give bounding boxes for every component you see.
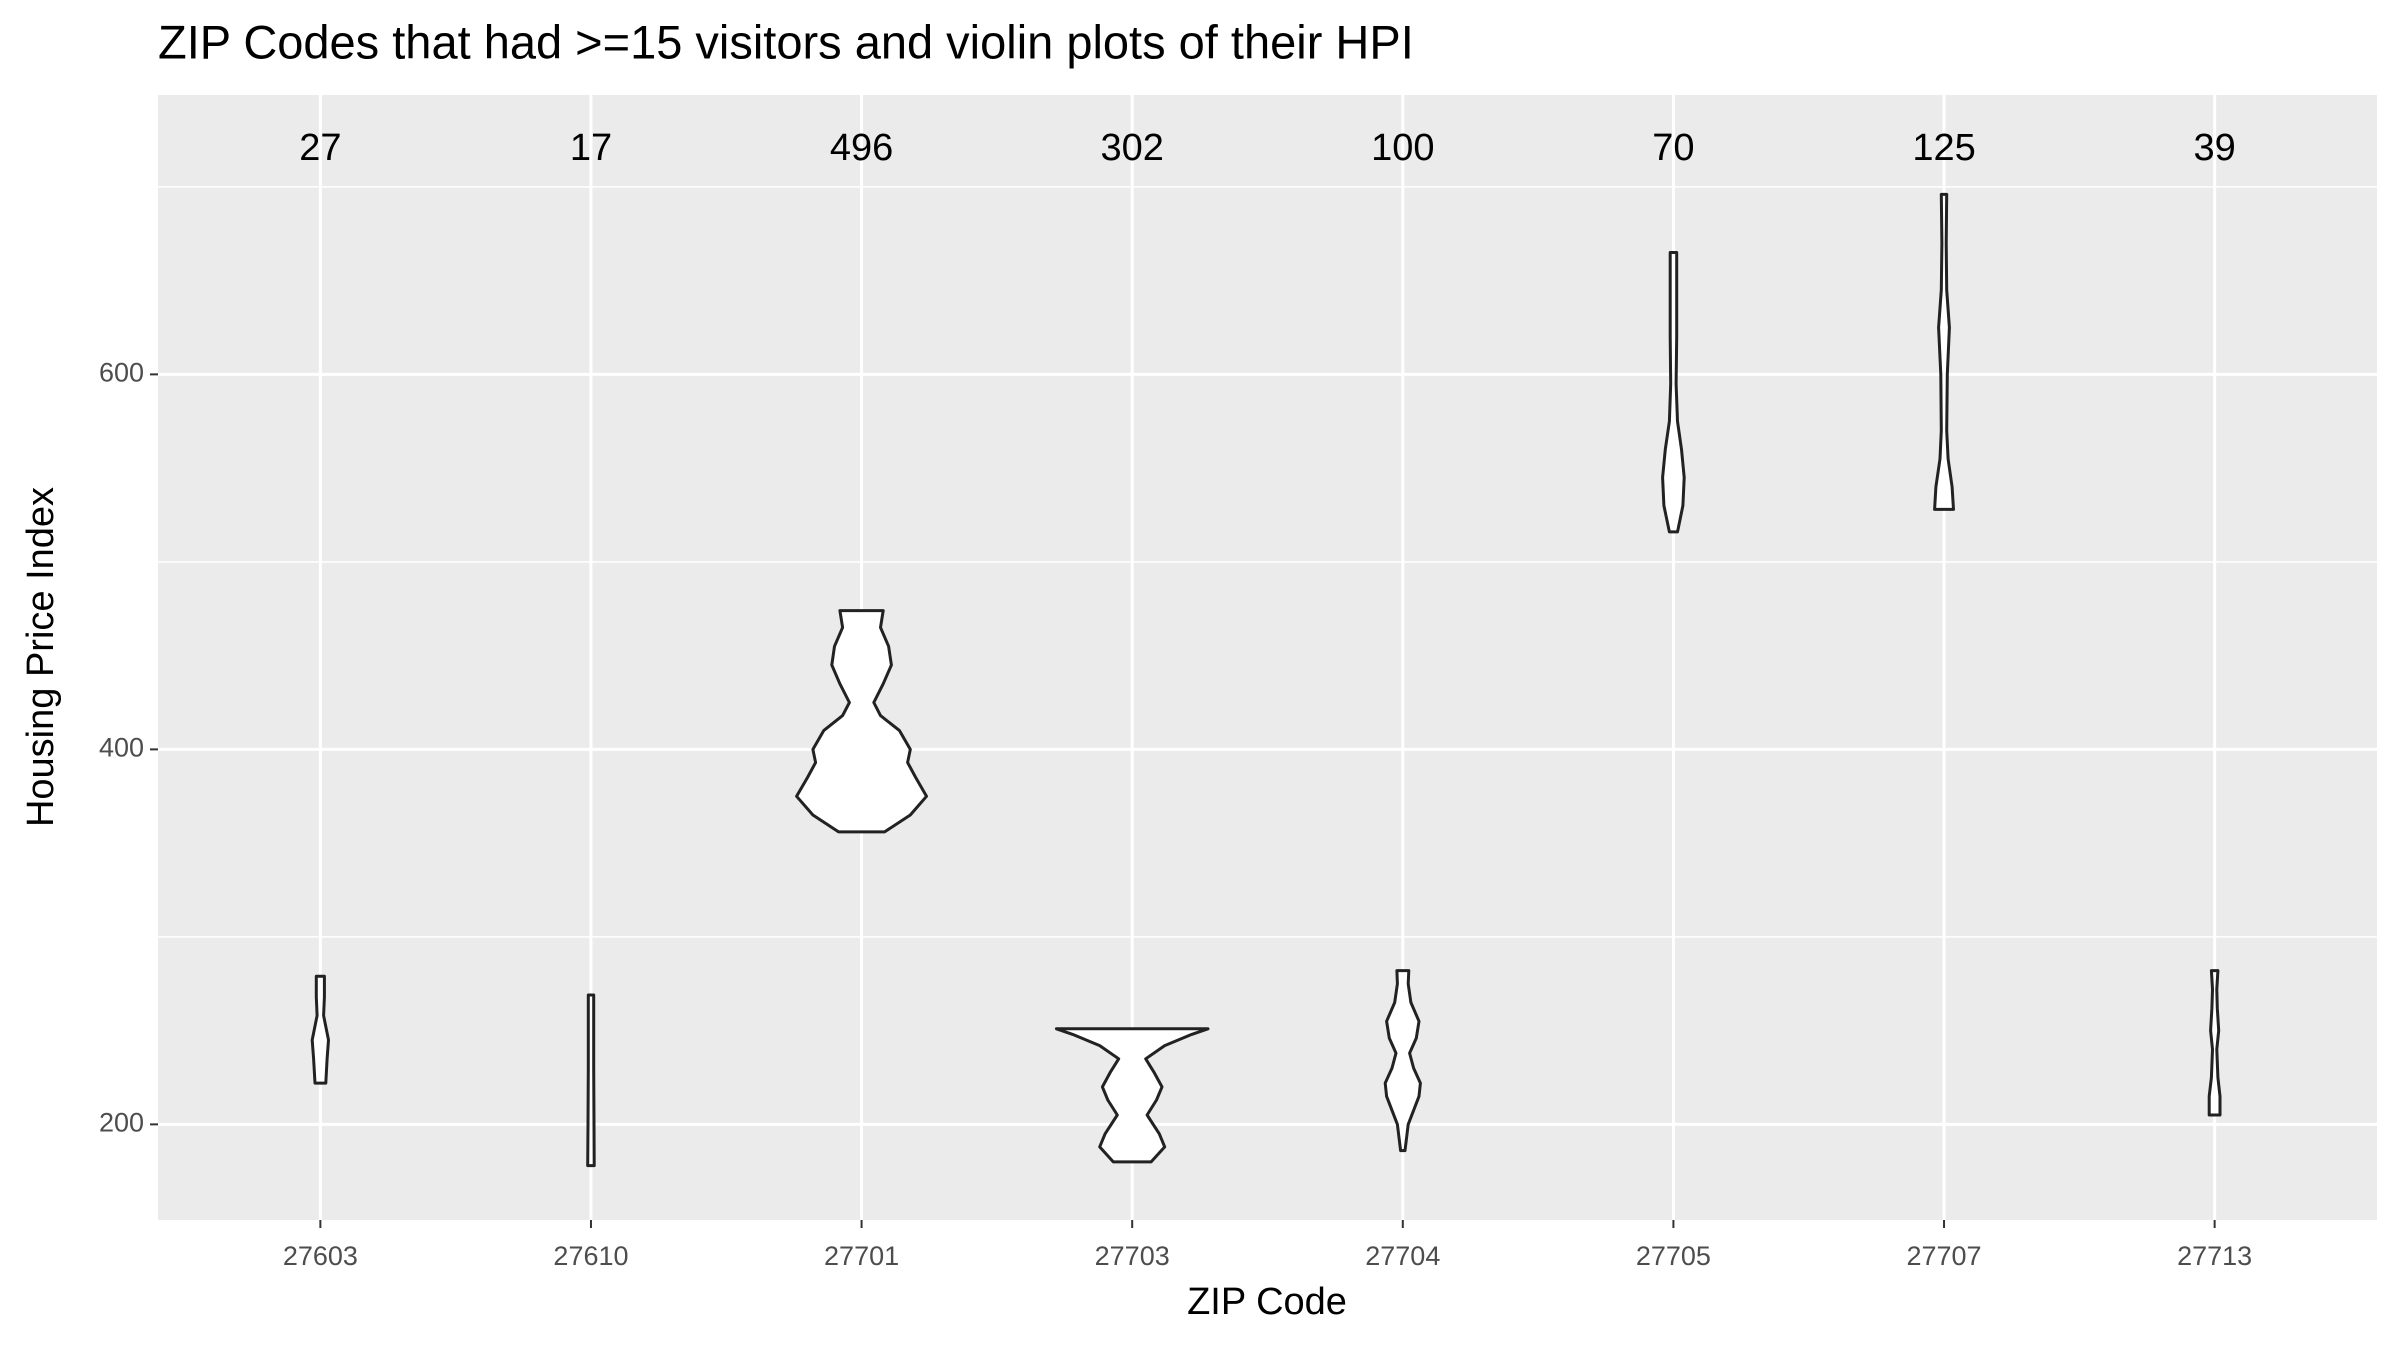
- count-label: 27: [299, 127, 341, 169]
- count-label: 70: [1652, 127, 1694, 169]
- x-tick-label: 27707: [1906, 1241, 1981, 1271]
- violin: [1383, 969, 1422, 1153]
- chart-title: ZIP Codes that had >=15 visitors and vio…: [158, 15, 1414, 68]
- violin: [586, 993, 596, 1168]
- panel: [158, 95, 2377, 1220]
- x-tick-label: 27703: [1095, 1241, 1170, 1271]
- violin: [1661, 251, 1686, 534]
- count-label: 125: [1912, 127, 1975, 169]
- count-label: 302: [1100, 127, 1163, 169]
- x-tick-label: 27704: [1365, 1241, 1440, 1271]
- y-tick-label: 200: [99, 1108, 144, 1138]
- y-axis-title: Housing Price Index: [20, 487, 62, 827]
- count-label: 17: [570, 127, 612, 169]
- x-axis-title: ZIP Code: [1187, 1281, 1347, 1323]
- violin: [310, 974, 330, 1085]
- count-label: 100: [1371, 127, 1434, 169]
- count-label: 39: [2193, 127, 2235, 169]
- y-tick-label: 400: [99, 733, 144, 763]
- violin: [1054, 1027, 1210, 1164]
- x-tick-label: 27701: [824, 1241, 899, 1271]
- x-tick-label: 27603: [283, 1241, 358, 1271]
- violin: [1933, 192, 1955, 511]
- x-tick-label: 27705: [1636, 1241, 1711, 1271]
- x-tick-label: 27610: [553, 1241, 628, 1271]
- count-label: 496: [830, 127, 893, 169]
- violin: [795, 609, 928, 834]
- violin: [2207, 969, 2222, 1117]
- x-tick-label: 27713: [2177, 1241, 2252, 1271]
- y-tick-label: 600: [99, 358, 144, 388]
